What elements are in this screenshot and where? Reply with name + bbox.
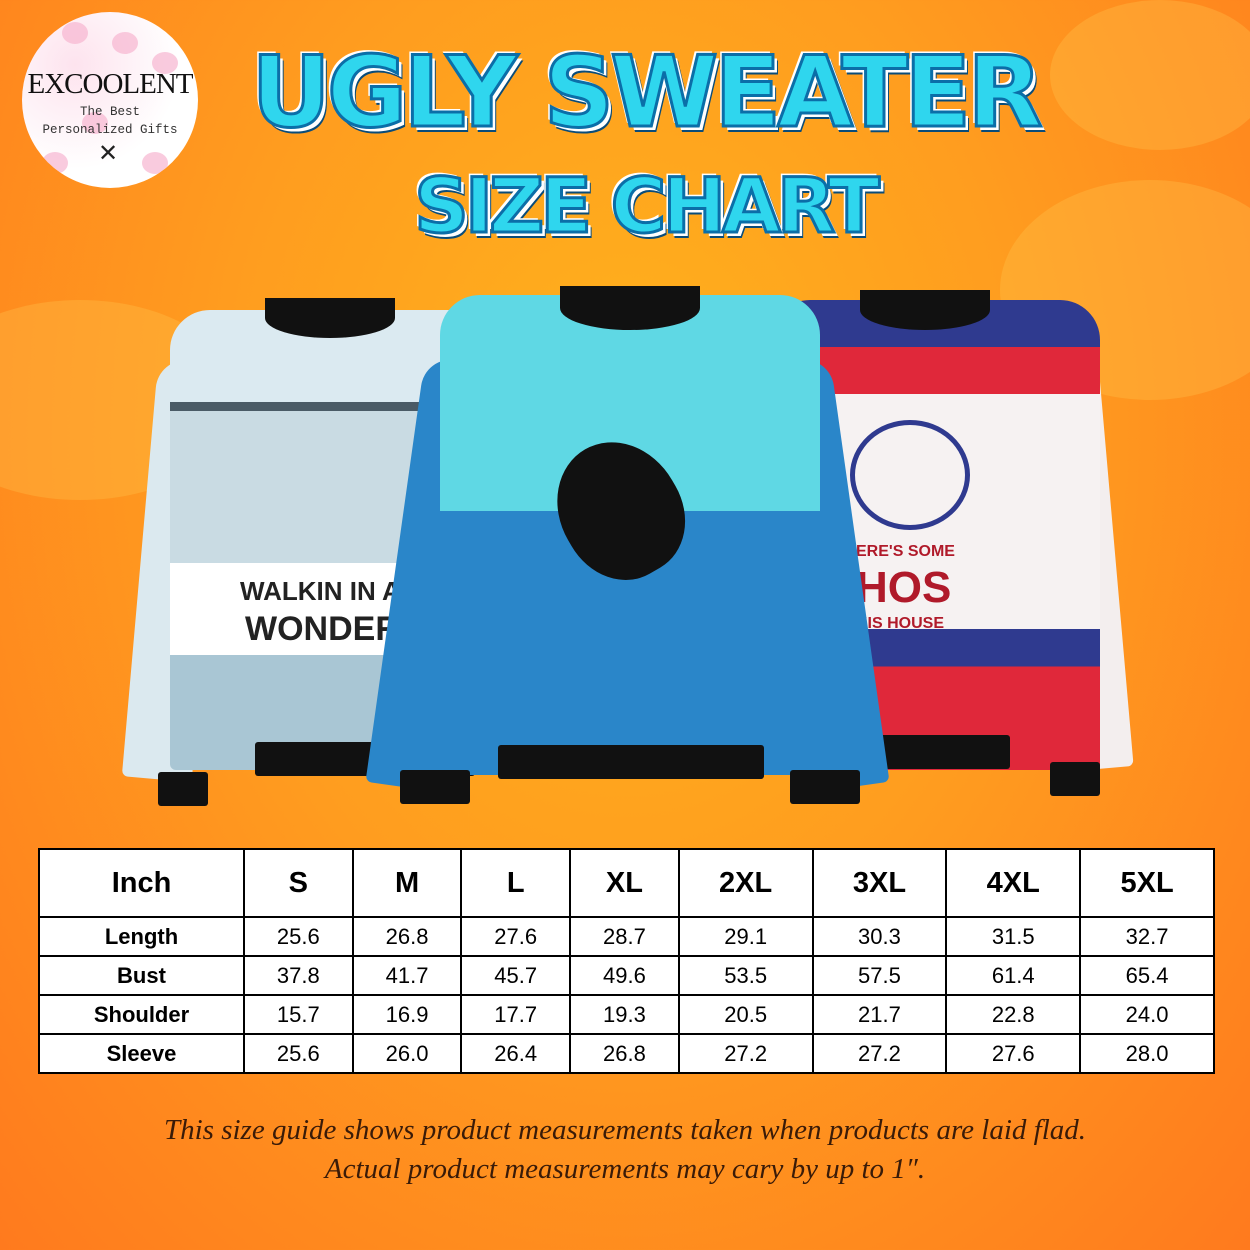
crossed-arrows-icon: ✕	[98, 140, 119, 167]
table-cell: 25.6	[243, 916, 354, 957]
table-cell: 29.1	[677, 916, 814, 957]
column-header: 3XL	[811, 848, 948, 918]
table-cell: 32.7	[1079, 916, 1215, 957]
table-cell: 57.5	[811, 955, 948, 996]
column-header: M	[351, 848, 463, 918]
table-row: Bust 37.8 41.7 45.7 49.6 53.5 57.5 61.4 65.4	[38, 955, 1215, 996]
table-cell: 24.0	[1079, 994, 1215, 1035]
table-header-row: Inch S M L XL 2XL 3XL 4XL 5XL	[38, 848, 1215, 918]
table-cell: 27.6	[945, 1033, 1082, 1074]
table-cell: 26.4	[460, 1033, 572, 1074]
size-note: Actual product measurements may cary by …	[324, 1153, 926, 1185]
table-cell: 28.0	[1079, 1033, 1215, 1074]
column-header: XL	[569, 848, 680, 918]
table-cell: 25.6	[243, 1033, 354, 1074]
table-row: Shoulder 15.7 16.9 17.7 19.3 20.5 21.7 22.8 24.0	[38, 994, 1215, 1035]
table-cell: 17.7	[460, 994, 572, 1035]
table-cell: 19.3	[569, 994, 680, 1035]
table-cell: 41.7	[351, 955, 463, 996]
column-header: 4XL	[945, 848, 1082, 918]
table-cell: 16.9	[351, 994, 463, 1035]
row-label: Shoulder	[38, 994, 245, 1035]
table-row: Sleeve 25.6 26.0 26.4 26.8 27.2 27.2 27.6 28.0	[38, 1033, 1215, 1074]
table-cell: 15.7	[243, 994, 354, 1035]
row-label: Bust	[38, 955, 245, 996]
table-cell: 61.4	[945, 955, 1082, 996]
table-cell: 26.0	[351, 1033, 463, 1074]
table-cell: 30.3	[811, 916, 948, 957]
column-header: S	[243, 848, 354, 918]
table-cell: 20.5	[677, 994, 814, 1035]
size-chart-table: Inch S M L XL 2XL 3XL 4XL 5XL Length 25.6 26.8 27.6…	[38, 848, 1215, 1074]
santa-face-print	[850, 420, 970, 530]
brand-logo: EXCOOLENT The Best Personalized Gifts ✕	[22, 12, 198, 188]
table-cell: 27.6	[460, 916, 572, 957]
table-cell: 21.7	[811, 994, 948, 1035]
table-cell: 49.6	[569, 955, 680, 996]
size-note: This size guide shows product measuremen…	[163, 1114, 1087, 1146]
table-cell: 27.2	[677, 1033, 814, 1074]
page-title: UGLY SWEATER	[250, 36, 1044, 150]
table-cell: 27.2	[811, 1033, 948, 1074]
logo-tagline: Personalized Gifts	[42, 123, 178, 137]
table-cell: 53.5	[677, 955, 814, 996]
row-label: Length	[38, 916, 245, 957]
sweater-print-text: ERE'S SOME	[856, 543, 955, 560]
column-header: Inch	[38, 848, 245, 918]
table-cell: 22.8	[945, 994, 1082, 1035]
logo-brand: EXCOOLENT	[27, 68, 194, 100]
table-cell: 26.8	[569, 1033, 680, 1074]
page-subtitle: SIZE CHART	[413, 161, 882, 250]
column-header: 5XL	[1079, 848, 1215, 918]
logo-tagline: The Best	[79, 105, 140, 119]
table-row: Length 25.6 26.8 27.6 28.7 29.1 30.3 31.5 32.7	[38, 916, 1215, 957]
table-cell: 26.8	[351, 916, 463, 957]
sweater-print-text: HIS HOUSE	[856, 615, 945, 632]
palm-leaf-decoration	[1050, 0, 1250, 150]
column-header: L	[460, 848, 572, 918]
table-cell: 31.5	[945, 916, 1082, 957]
sweater-print-text: HOS	[856, 563, 952, 612]
row-label: Sleeve	[38, 1033, 245, 1074]
column-header: 2XL	[677, 848, 814, 918]
table-cell: 45.7	[460, 955, 572, 996]
table-cell: 65.4	[1079, 955, 1215, 996]
table-cell: 37.8	[243, 955, 354, 996]
table-cell: 28.7	[569, 916, 680, 957]
